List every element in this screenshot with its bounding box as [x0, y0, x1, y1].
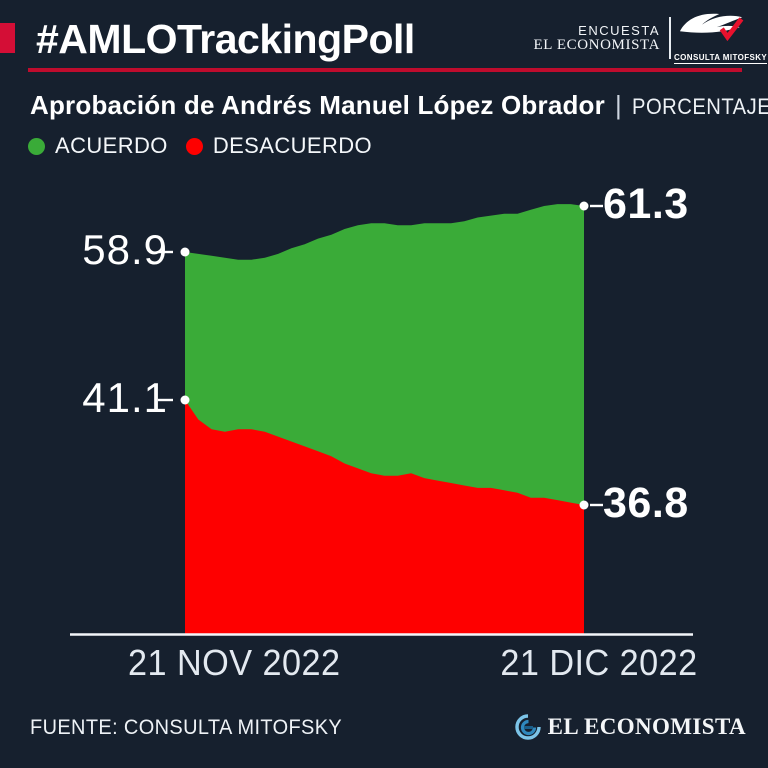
subtitle-row: Aprobación de Andrés Manuel López Obrado… [30, 90, 768, 121]
acuerdo-legend-label: ACUERDO [55, 133, 168, 158]
x-axis-label-end: 21 DIC 2022 [500, 642, 698, 683]
acuerdo-legend-dot [28, 137, 45, 155]
acuerdo-start-value: 58.9 [82, 226, 168, 273]
desacuerdo-legend-dot [185, 137, 203, 155]
el-economista-footer-logo: EL ECONOMISTA [514, 714, 746, 740]
legend: ACUERDO DESACUERDO [28, 133, 372, 159]
desacuerdo-area [185, 400, 584, 634]
brand-divider [669, 17, 671, 59]
endpoint-dot [579, 201, 589, 211]
el-economista-masthead: EL ECONOMISTA [533, 36, 660, 53]
desacuerdo-end-value: 36.8 [603, 479, 689, 527]
endpoint-dot [579, 500, 589, 510]
red-accent-square [0, 23, 15, 53]
x-axis-label-start: 21 NOV 2022 [128, 642, 341, 683]
desacuerdo-legend-label: DESACUERDO [212, 133, 373, 158]
el-economista-footer-label: EL ECONOMISTA [547, 714, 746, 739]
source-label: FUENTE: CONSULTA MITOFSKY [30, 716, 343, 739]
endpoint-dot [180, 395, 190, 405]
chart-title: Aprobación de Andrés Manuel López Obrado… [30, 90, 605, 120]
mitofsky-bird-icon [679, 13, 744, 42]
unit-label: PORCENTAJE [631, 94, 768, 119]
subtitle-separator: | [614, 90, 622, 120]
mitofsky-label: CONSULTA MITOFSKY [674, 53, 768, 64]
endpoint-dot [180, 247, 190, 257]
el-economista-globe-icon [514, 714, 541, 740]
encuesta-masthead: ENCUESTA EL ECONOMISTA [534, 24, 660, 53]
desacuerdo-start-value: 41.1 [82, 374, 168, 421]
hashtag-title: #AMLOTrackingPoll [36, 16, 415, 62]
encuesta-label: ENCUESTA [578, 23, 660, 38]
red-underline [28, 68, 742, 72]
acuerdo-end-value: 61.3 [603, 180, 689, 228]
consulta-mitofsky-logo: CONSULTA MITOFSKY [674, 9, 768, 65]
